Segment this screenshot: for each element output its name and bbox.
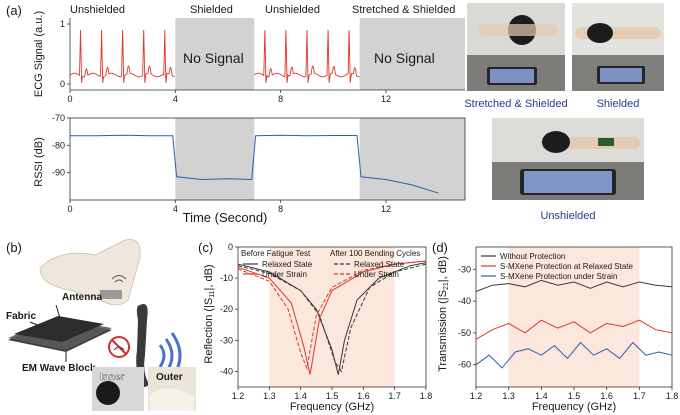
no-signal-1: No Signal: [183, 50, 244, 66]
ecg-plot: 0 4 8 12 0 1: [60, 18, 465, 104]
outer-photo-fabric: [150, 388, 194, 411]
x-tick-label-0: 1.2: [232, 391, 245, 401]
x-tick-label-3: 12: [381, 94, 391, 104]
caption-stretched: Stretched & Shielded: [464, 98, 567, 110]
reflection-ylabel: Reflection (|S11|, dB): [203, 264, 216, 363]
x-tick-label-1: 1.3: [502, 391, 515, 401]
x-tick-label-4: 1.6: [357, 391, 370, 401]
x-tick-label-4: 1.6: [600, 391, 613, 401]
legend-c-entry-2: Relaxed State: [354, 260, 405, 269]
y-tick-label-1: -80: [52, 140, 65, 150]
x-tick-label-5: 1.7: [633, 391, 646, 401]
transmission-series-2: [475, 341, 673, 369]
y-tick-label-1: -40: [458, 296, 471, 306]
reflection-xlabel: Frequency (GHz): [290, 401, 374, 413]
label-fabric: Fabric: [6, 311, 36, 322]
rssi-trace-0: [70, 134, 439, 194]
photo-stretched-shielded: [467, 3, 565, 91]
x-tick-label-2: 1.4: [535, 391, 548, 401]
band-region: [508, 247, 640, 387]
reflection-series-1: [237, 260, 427, 375]
label-inner: Inner: [100, 372, 125, 383]
panel-label-b: (b): [6, 240, 22, 255]
x-tick-label-3: 12: [381, 204, 391, 214]
legend-d-entry-1: S-MXene Protection at Relaxed State: [500, 262, 634, 271]
x-tick-label-0: 1.2: [470, 391, 483, 401]
caption-shielded: Shielded: [597, 98, 640, 110]
legend-c-entry-1: Under Strain: [262, 270, 307, 279]
x-tick-label-0: 0: [67, 204, 72, 214]
caption-unshielded: Unshielded: [540, 210, 595, 222]
seg-label-shielded: Shielded: [190, 4, 233, 16]
transmission-xlabel: Frequency (GHz): [532, 401, 616, 413]
no-wifi-icon: [108, 336, 130, 358]
rssi-ylabel: RSSI (dB): [33, 137, 45, 187]
inner-photo-patch: [96, 381, 120, 405]
legend-c-entry-0: Relaxed State: [262, 260, 313, 269]
y-tick-label-1: 1: [60, 19, 65, 29]
sock-antenna-illustration: [39, 239, 141, 306]
ecg-trace-1: [254, 29, 360, 83]
y-tick-label-2: -50: [458, 328, 471, 338]
transmission-ylabel: Transmission (|S21|, dB): [437, 256, 450, 372]
panel-label-a: (a): [6, 3, 22, 18]
axes-frame: [69, 117, 466, 201]
photo-shielded: [572, 3, 664, 91]
x-tick-label-2: 1.4: [294, 391, 307, 401]
y-tick-label-3: -30: [220, 335, 233, 345]
y-tick-label-0: -70: [52, 113, 65, 123]
x-tick-label-1: 1.3: [263, 391, 276, 401]
reflection-plot: 1.2 1.3 1.4 1.5 1.6 1.7 1.8 0 -10 -20 -30 -40: [220, 242, 432, 401]
shaded-region-0: [175, 18, 255, 90]
y-tick-label-3: -60: [458, 360, 471, 370]
x-tick-label-1: 4: [173, 94, 178, 104]
x-tick-label-3: 1.5: [568, 391, 581, 401]
x-tick-label-2: 8: [278, 94, 283, 104]
transmission-plot: 1.2 1.3 1.4 1.5 1.6 1.7 1.8 -30 -40 -50 -60: [458, 246, 679, 401]
ecg-trace-0: [69, 29, 175, 83]
legend-c-head-right: After 100 Bending Cycles: [330, 249, 420, 258]
panel-label-c: (c): [198, 240, 213, 255]
photo-unshielded: [492, 118, 644, 200]
x-tick-label-6: 1.8: [666, 391, 679, 401]
y-tick-label-0: -30: [458, 264, 471, 274]
x-tick-label-6: 1.8: [420, 391, 433, 401]
label-em-block: EM Wave Block: [22, 363, 96, 374]
seg-label-unshielded-1: Unshielded: [70, 4, 125, 16]
y-tick-label-2: -20: [220, 304, 233, 314]
no-signal-2: No Signal: [374, 50, 435, 66]
x-tick-label-2: 8: [278, 204, 283, 214]
transmission-series-0: [475, 279, 673, 292]
label-outer: Outer: [156, 372, 183, 383]
legend-c-entry-3: Under Strain: [354, 270, 399, 279]
label-antenna: Antenna: [62, 292, 102, 303]
y-tick-label-1: -10: [220, 273, 233, 283]
reflection-series-2: [237, 263, 427, 373]
y-tick-label-0: 0: [60, 79, 65, 89]
seg-label-stretched: Stretched & Shielded: [352, 4, 455, 16]
seg-label-unshielded-2: Unshielded: [265, 4, 320, 16]
y-tick-label-0: 0: [228, 242, 233, 252]
x-tick-label-1: 4: [173, 204, 178, 214]
shaded-region-0: [175, 118, 255, 200]
y-tick-label-2: -90: [52, 168, 65, 178]
ecg-ylabel: ECG Signal (a.u.): [33, 11, 45, 97]
rssi-plot: 0 4 8 12 -70 -80 -90: [52, 113, 466, 214]
x-tick-label-0: 0: [67, 94, 72, 104]
legend-d-entry-0: Without Protection: [500, 252, 565, 261]
y-tick-label-4: -40: [220, 366, 233, 376]
shaded-region-1: [359, 18, 465, 90]
panel-label-d: (d): [432, 240, 448, 255]
time-xlabel: Time (Second): [183, 210, 268, 225]
x-tick-label-3: 1.5: [326, 391, 339, 401]
legend-c-head-left: Before Fatigue Test: [241, 249, 311, 258]
legend-d-entry-2: S-MXene Protection under Strain: [500, 272, 617, 281]
shaded-region-1: [359, 118, 465, 200]
transmission-series-1: [475, 319, 673, 340]
reflection-series-3: [237, 260, 427, 371]
x-tick-label-5: 1.7: [388, 391, 401, 401]
layered-fabric-illustration: [8, 304, 112, 362]
